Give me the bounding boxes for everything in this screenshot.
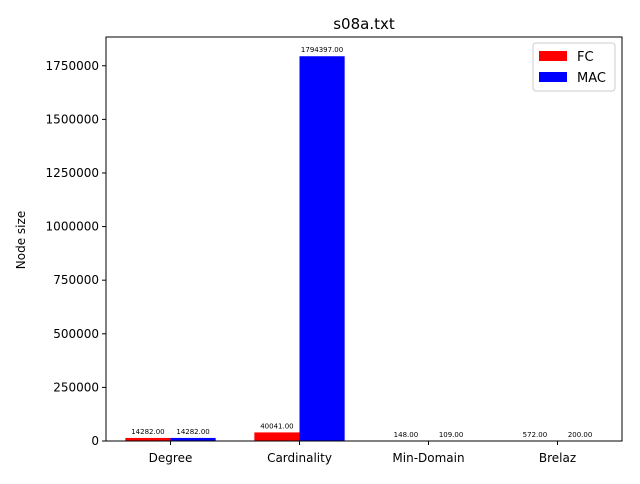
- y-tick-label: 1000000: [46, 220, 99, 234]
- data-label: 14282.00: [176, 428, 209, 436]
- data-label: 148.00: [394, 431, 419, 439]
- legend: FC MAC: [533, 43, 615, 91]
- legend-label-fc: FC: [577, 50, 594, 65]
- legend-label-mac: MAC: [577, 71, 606, 86]
- x-tick-label: Degree: [149, 451, 193, 465]
- y-axis-label: Node size: [14, 211, 28, 269]
- y-tick-label: 1250000: [46, 166, 99, 180]
- bar-fc-cardinality: [254, 432, 299, 441]
- x-tick-label: Cardinality: [267, 451, 332, 465]
- chart-title: s08a.txt: [333, 15, 395, 33]
- data-label: 1794397.00: [301, 46, 343, 54]
- bar-mac-cardinality: [300, 56, 345, 441]
- data-label: 109.00: [439, 431, 464, 439]
- y-tick-label: 1500000: [46, 112, 99, 126]
- data-label: 200.00: [568, 431, 593, 439]
- y-tick-label: 1750000: [46, 59, 99, 73]
- y-tick-label: 500000: [53, 327, 99, 341]
- data-label: 572.00: [523, 431, 548, 439]
- y-tick-label: 250000: [53, 380, 99, 394]
- legend-swatch-mac: [539, 72, 567, 82]
- data-label: 14282.00: [131, 428, 164, 436]
- data-label: 40041.00: [260, 422, 293, 430]
- x-tick-label: Brelaz: [539, 451, 576, 465]
- y-tick-label: 0: [91, 434, 99, 448]
- x-tick-label: Min-Domain: [392, 451, 464, 465]
- y-tick-label: 750000: [53, 273, 99, 287]
- legend-swatch-fc: [539, 51, 567, 61]
